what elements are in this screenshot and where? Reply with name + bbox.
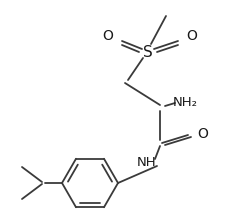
Text: O: O: [103, 29, 113, 43]
Text: NH₂: NH₂: [173, 95, 198, 108]
Text: NH: NH: [137, 156, 157, 169]
Text: O: O: [186, 29, 197, 43]
Text: S: S: [143, 45, 153, 59]
Text: O: O: [198, 127, 208, 141]
